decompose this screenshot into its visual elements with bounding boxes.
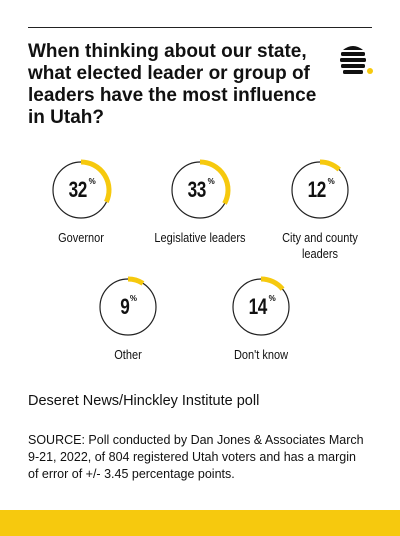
gauge-value-legislative-leaders: 33 — [187, 177, 207, 202]
gauge-value-other: 9 — [120, 294, 130, 319]
beehive-logo-icon — [340, 46, 373, 74]
percent-symbol: % — [207, 177, 215, 186]
gauge-value-governor: 32 — [68, 177, 88, 202]
gauge-value-dont-know: 14 — [248, 294, 268, 319]
percent-symbol: % — [268, 294, 276, 303]
gauge-dont-know: 14 % — [231, 276, 291, 337]
gauge-governor: 32 % — [51, 159, 112, 220]
gauge-label-other: Other — [114, 348, 142, 362]
gauge-arc-governor — [80, 159, 112, 203]
gauge-legislative-leaders: 33 % — [170, 159, 231, 220]
gauge-other-chart — [99, 276, 157, 336]
source-note: SOURCE: Poll conducted by Dan Jones & As… — [28, 433, 364, 481]
gauge-label-city-county-leaders: City and county leaders — [282, 231, 358, 261]
percent-symbol: % — [327, 177, 335, 186]
gauge-label-dont-know: Don't know — [233, 348, 289, 362]
source-title: Deseret News/Hinckley Institute poll — [28, 393, 260, 409]
gauge-dont-know-chart — [232, 276, 290, 336]
gauge-arc-dont-know — [260, 276, 285, 291]
gauge-arc-legislative-leaders — [199, 159, 231, 205]
gauge-value-city-county-leaders: 12 — [307, 177, 327, 202]
gauge-city-county-leaders-chart — [291, 159, 349, 219]
gauge-city-county-leaders: 12 % — [290, 159, 350, 220]
gauge-other: 9 % — [98, 276, 158, 337]
gauge-label-governor: Governor — [58, 231, 104, 245]
percent-symbol: % — [88, 177, 96, 186]
gauge-label-legislative-leaders: Legislative leaders — [154, 231, 246, 245]
percent-symbol: % — [129, 294, 137, 303]
bottom-accent-bar — [0, 510, 400, 536]
gauge-legislative-leaders-chart — [171, 159, 231, 219]
top-rule — [28, 27, 372, 28]
chart-title: When thinking about our state, what elec… — [28, 41, 317, 128]
gauge-arc-city-county-leaders — [319, 159, 341, 172]
gauge-arc-other — [127, 276, 145, 286]
gauge-governor-chart — [52, 159, 112, 219]
